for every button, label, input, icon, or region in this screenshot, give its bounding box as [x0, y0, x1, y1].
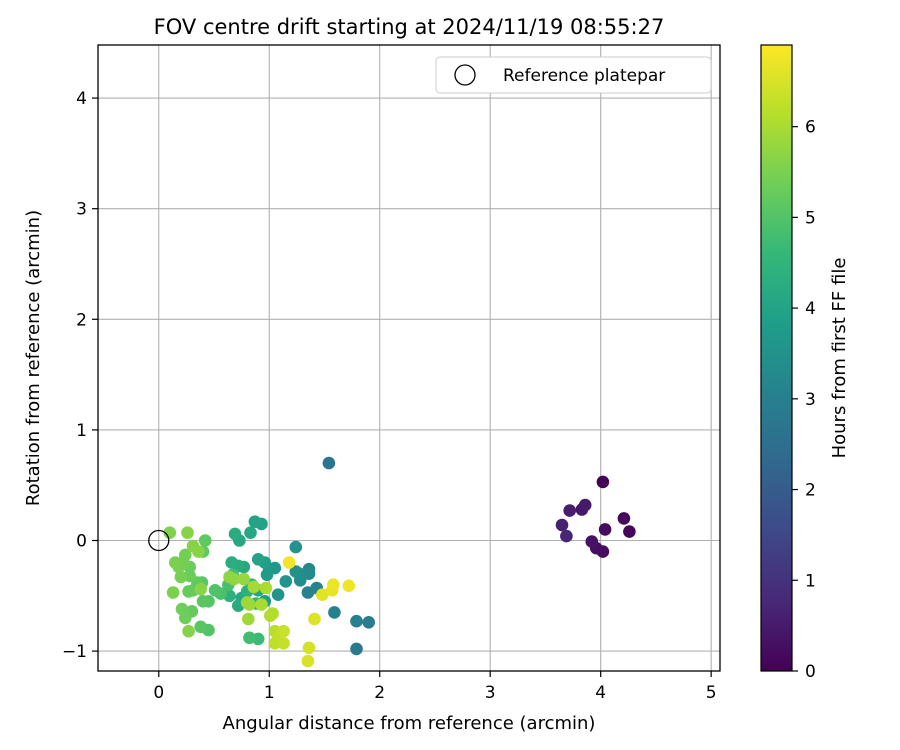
data-point: [623, 525, 636, 538]
data-point: [596, 475, 610, 489]
data-point: [243, 631, 256, 645]
y-tick-label: 0: [76, 531, 87, 551]
data-point: [362, 616, 376, 629]
data-point: [248, 515, 262, 528]
colorbar-tick-label: 6: [805, 118, 816, 138]
data-point: [208, 584, 222, 597]
data-point: [227, 572, 241, 586]
data-point: [266, 607, 279, 620]
colorbar-tick-label: 4: [805, 299, 816, 319]
data-point: [289, 540, 303, 554]
data-point: [192, 545, 205, 558]
data-point: [322, 456, 336, 470]
data-point: [282, 556, 296, 569]
reference-platepar-marker: [148, 529, 170, 552]
data-point: [555, 518, 569, 532]
data-point: [181, 526, 194, 539]
legend-label-reference: Reference platepar: [503, 66, 665, 86]
data-point: [578, 498, 592, 512]
y-tick-label: 2: [76, 310, 87, 330]
data-point: [302, 641, 316, 655]
x-tick-label: 4: [595, 683, 606, 703]
x-tick-label: 1: [264, 683, 275, 703]
colorbar-label: Hours from first FF file: [829, 258, 850, 459]
colorbar-tick-label: 0: [805, 662, 816, 682]
data-point: [182, 624, 195, 638]
x-axis-label: Angular distance from reference (arcmin): [223, 713, 596, 734]
colorbar-tick-label: 1: [805, 571, 816, 591]
data-point: [255, 598, 268, 611]
data-point: [244, 526, 257, 539]
colorbar: 0 1 2 3 4 5 6 Hours from first FF file: [760, 44, 850, 682]
data-point: [174, 570, 188, 584]
data-point: [225, 556, 238, 569]
data-point: [350, 614, 363, 628]
y-tick-label: 3: [76, 200, 87, 220]
data-point: [342, 579, 356, 593]
data-point: [260, 568, 274, 582]
y-tick-label: −1: [62, 642, 87, 662]
colorbar-ticks: 0 1 2 3 4 5 6: [792, 118, 816, 682]
data-point: [259, 581, 273, 595]
data-points: [148, 456, 636, 668]
data-point: [302, 567, 316, 580]
data-point: [271, 588, 285, 601]
data-point: [228, 527, 242, 541]
data-point: [237, 572, 251, 586]
colorbar-tick-label: 2: [805, 481, 816, 501]
data-point: [169, 556, 182, 569]
data-point: [175, 602, 189, 616]
data-point: [163, 526, 177, 539]
legend-marker-reference: [454, 64, 476, 86]
data-point: [308, 612, 321, 626]
data-point: [598, 523, 612, 536]
y-axis-label: Rotation from reference (arcmin): [23, 210, 44, 506]
legend: Reference platepar: [435, 56, 712, 94]
data-point: [251, 553, 265, 566]
x-tick-label: 5: [706, 683, 717, 703]
data-point: [563, 504, 576, 517]
data-point: [243, 598, 256, 611]
data-point: [242, 612, 255, 626]
data-point: [327, 578, 340, 591]
data-point: [194, 582, 207, 596]
data-point: [617, 512, 631, 525]
colorbar-tick-label: 3: [805, 390, 816, 410]
data-point: [194, 620, 207, 634]
data-point: [560, 529, 573, 543]
plot-frame: [97, 44, 721, 672]
chart-title: FOV centre drift starting at 2024/11/19 …: [154, 15, 665, 39]
legend-box: [435, 56, 712, 94]
data-point: [196, 595, 210, 608]
axis-ticks: 0 1 2 3 4 5 −1 0 1 2 3 4: [62, 89, 717, 703]
data-point: [182, 585, 195, 598]
y-tick-label: 4: [76, 89, 87, 109]
data-point: [247, 580, 261, 594]
data-point: [166, 586, 180, 599]
colorbar-tick-label: 5: [805, 208, 816, 228]
x-tick-label: 3: [485, 683, 496, 703]
data-point: [301, 654, 315, 668]
data-point: [277, 624, 290, 638]
data-point: [279, 575, 293, 588]
data-point: [289, 565, 303, 578]
colorbar-gradient: [760, 44, 793, 672]
data-point: [277, 637, 290, 650]
data-point: [316, 588, 329, 601]
x-tick-label: 2: [374, 683, 385, 703]
data-point: [585, 535, 599, 548]
x-tick-label: 0: [153, 683, 164, 703]
data-point: [350, 642, 363, 656]
data-point: [198, 534, 212, 547]
data-point: [328, 606, 341, 619]
y-tick-label: 1: [76, 421, 87, 441]
